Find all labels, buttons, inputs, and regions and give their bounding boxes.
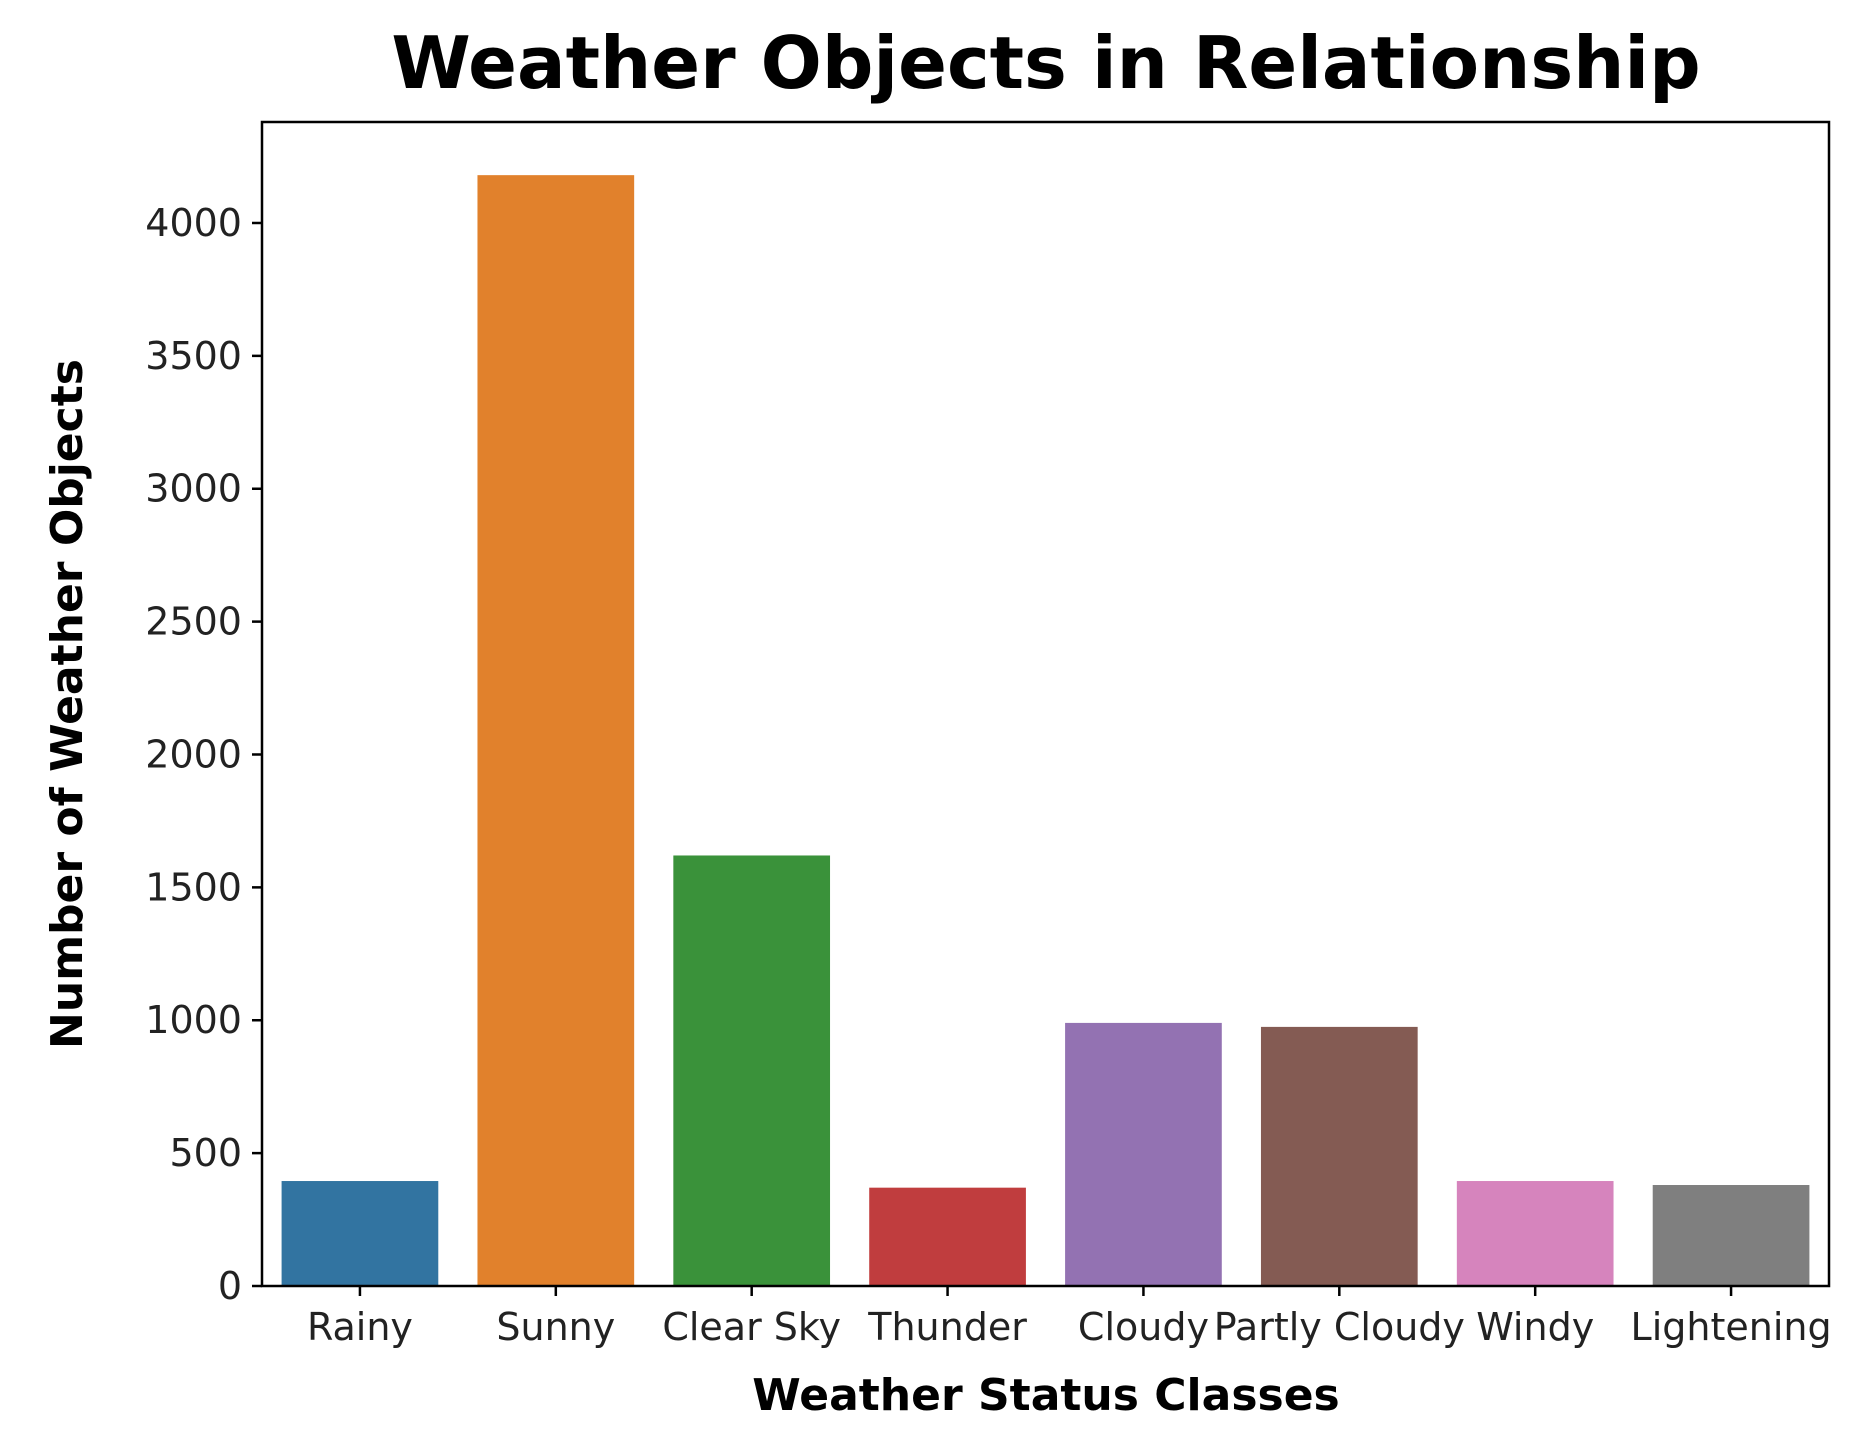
bar-partly-cloudy bbox=[1260, 1026, 1418, 1286]
x-tick-label: Thunder bbox=[867, 1305, 1027, 1349]
y-tick-label: 4000 bbox=[145, 201, 242, 245]
bar-thunder bbox=[869, 1187, 1026, 1286]
x-tick-label: Clear Sky bbox=[662, 1305, 841, 1349]
bar-rainy bbox=[281, 1181, 439, 1286]
y-tick-label: 3000 bbox=[145, 467, 242, 511]
x-tick-label: Sunny bbox=[496, 1305, 615, 1349]
y-tick-label: 0 bbox=[218, 1264, 242, 1308]
y-tick-label: 500 bbox=[169, 1131, 242, 1175]
bar-cloudy bbox=[1065, 1022, 1222, 1286]
x-tick-label: Rainy bbox=[307, 1305, 413, 1349]
x-tick-label: Lightening bbox=[1631, 1305, 1832, 1349]
y-tick-label: 1000 bbox=[145, 998, 242, 1042]
y-axis-ticks: 0 500 1000 1500 2000 2500 3000 3500 4000 bbox=[145, 201, 262, 1308]
bar-lightening bbox=[1652, 1185, 1810, 1286]
chart-title: Weather Objects in Relationship bbox=[391, 21, 1700, 105]
x-tick-label: Partly Cloudy bbox=[1214, 1305, 1465, 1349]
plot-frame bbox=[260, 120, 1831, 1288]
y-tick-label: 2500 bbox=[145, 600, 242, 644]
x-tick-label: Cloudy bbox=[1078, 1305, 1209, 1349]
bar-windy bbox=[1456, 1181, 1614, 1286]
x-tick-label: Windy bbox=[1476, 1305, 1594, 1349]
x-axis-ticks: Rainy Sunny Clear Sky Thunder Cloudy Partly C… bbox=[307, 1286, 1832, 1349]
y-tick-label: 3500 bbox=[145, 334, 242, 378]
y-tick-label: 1500 bbox=[145, 865, 242, 909]
x-axis-label: Weather Status Classes bbox=[752, 1370, 1339, 1421]
bar-clear-sky bbox=[673, 855, 831, 1286]
bar-sunny bbox=[477, 175, 635, 1287]
y-axis-label: Number of Weather Objects bbox=[42, 359, 93, 1049]
bars-group bbox=[281, 175, 1810, 1287]
y-tick-label: 2000 bbox=[145, 732, 242, 776]
